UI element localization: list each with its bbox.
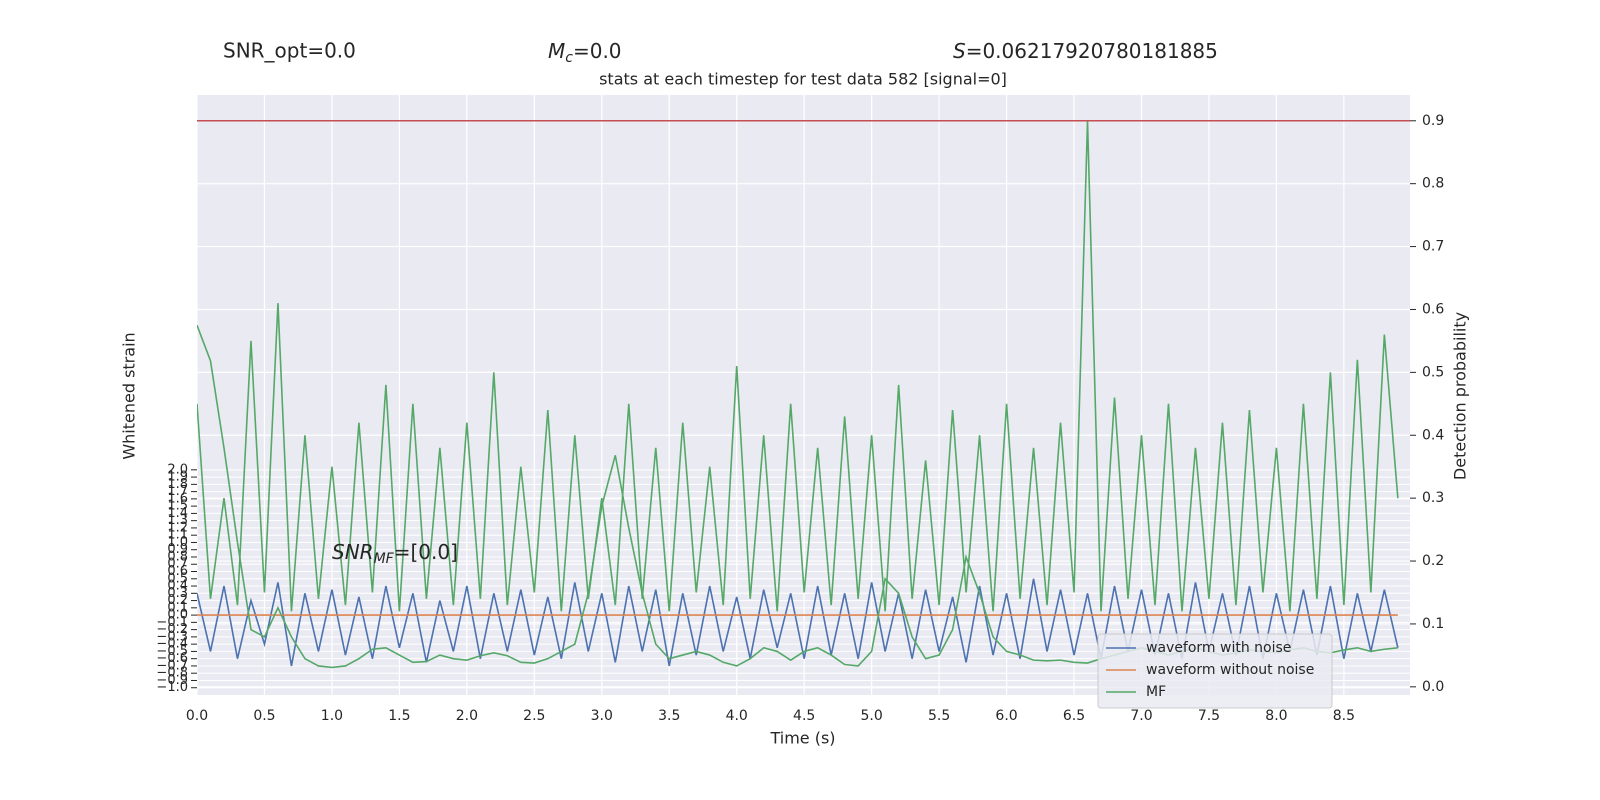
snr-mf: SNRMF=[0.0]: [332, 540, 458, 568]
y-tick-label: 0.1: [167, 600, 188, 615]
y-tick-label: 0.5: [167, 571, 188, 586]
x-tick-label: 6.0: [995, 708, 1017, 724]
y-tick-label: −0.3: [156, 629, 188, 644]
value: =[0.0]: [394, 540, 458, 564]
x-tick-label: 8.0: [1265, 708, 1287, 724]
y2-tick-label: 0.5: [1422, 364, 1444, 380]
y2-tick-label: 0.2: [1422, 553, 1444, 569]
y2-tick-label: 0.4: [1422, 427, 1444, 443]
x-tick-label: 3.0: [591, 708, 613, 724]
y-tick-label: 1.6: [167, 491, 188, 506]
subscript: MF: [374, 551, 395, 567]
y2-tick-label: 0.8: [1422, 176, 1444, 192]
y-tick-label: 2.0: [167, 462, 188, 477]
y-tick-label: 1.4: [167, 506, 188, 521]
y-tick-label: −0.8: [156, 666, 188, 681]
x-tick-label: 1.5: [388, 708, 410, 724]
x-tick-label: 0.5: [253, 708, 275, 724]
legend-label: waveform with noise: [1146, 640, 1291, 656]
y-tick-label: 1.7: [167, 484, 188, 499]
y-tick-label: 1.1: [167, 528, 188, 543]
y-tick-label: 1.2: [167, 520, 188, 535]
plot-area: [197, 95, 1410, 695]
legend-label: MF: [1146, 684, 1166, 700]
x-tick-label: 2.5: [523, 708, 545, 724]
y2-tick-label: 0.6: [1422, 301, 1444, 317]
y-tick-label: −0.6: [156, 651, 188, 666]
stat-s: S=0.06217920780181885: [953, 39, 1218, 63]
subscript: c: [565, 50, 573, 66]
y-tick-label: 1.0: [167, 535, 188, 550]
y-tick-label: 1.3: [167, 513, 188, 528]
y2-tick-label: 0.7: [1422, 239, 1444, 255]
y2-tick-label: 0.1: [1422, 616, 1444, 632]
chirp-mass: Mc=0.0: [548, 39, 622, 67]
x-tick-label: 2.0: [456, 708, 478, 724]
value: =0.06217920780181885: [966, 39, 1218, 63]
y-tick-label: 0.0: [167, 608, 188, 623]
y-tick-label: −0.7: [156, 658, 188, 673]
x-tick-label: 3.5: [658, 708, 680, 724]
y-tick-label: −1.0: [156, 680, 188, 695]
y-tick-label: 1.9: [167, 470, 188, 485]
x-tick-label: 7.0: [1130, 708, 1152, 724]
y-tick-label: −0.1: [156, 615, 188, 630]
symbol: SNR: [332, 540, 374, 564]
x-tick-label: 5.5: [928, 708, 950, 724]
x-axis-label: Time (s): [769, 729, 835, 748]
y-tick-label: 0.9: [167, 542, 188, 557]
x-tick-label: 1.0: [321, 708, 343, 724]
y-tick-label: 0.3: [167, 586, 188, 601]
x-tick-label: 7.5: [1198, 708, 1220, 724]
y2-tick-label: 0.0: [1422, 679, 1444, 695]
legend-box: [1097, 633, 1333, 709]
x-tick-label: 0.0: [186, 708, 208, 724]
y-tick-label: 0.6: [167, 564, 188, 579]
symbol: S: [953, 39, 966, 63]
snr-opt: SNR_opt=0.0: [223, 39, 356, 63]
y-tick-label: −0.4: [156, 637, 188, 652]
x-tick-label: 4.0: [726, 708, 748, 724]
y-tick-label: 1.5: [167, 499, 188, 514]
series-line: [197, 120, 1399, 612]
symbol: M: [548, 39, 565, 63]
value: =0.0: [573, 39, 622, 63]
legend-label: waveform without noise: [1146, 662, 1314, 678]
y-tick-label: 1.8: [167, 477, 188, 492]
y-tick-label: −0.5: [156, 644, 188, 659]
x-tick-label: 4.5: [793, 708, 815, 724]
y-tick-label: −0.2: [156, 622, 188, 637]
y-axis-label: Whitened strain: [120, 332, 139, 459]
y-tick-label: 0.7: [167, 557, 188, 572]
y-tick-label: −0.9: [156, 673, 188, 688]
y-tick-label: 0.8: [167, 549, 188, 564]
y2-tick-label: 0.3: [1422, 490, 1444, 506]
y2-tick-label: 0.9: [1422, 113, 1444, 129]
x-tick-label: 8.5: [1333, 708, 1355, 724]
x-tick-label: 6.5: [1063, 708, 1085, 724]
y-tick-label: 0.4: [167, 579, 188, 594]
y2-axis-label: Detection probability: [1451, 312, 1470, 480]
y-tick-label: 0.2: [167, 593, 188, 608]
x-tick-label: 5.0: [861, 708, 883, 724]
chart-title: stats at each timestep for test data 582…: [599, 70, 1007, 89]
series-line: [197, 578, 1399, 667]
